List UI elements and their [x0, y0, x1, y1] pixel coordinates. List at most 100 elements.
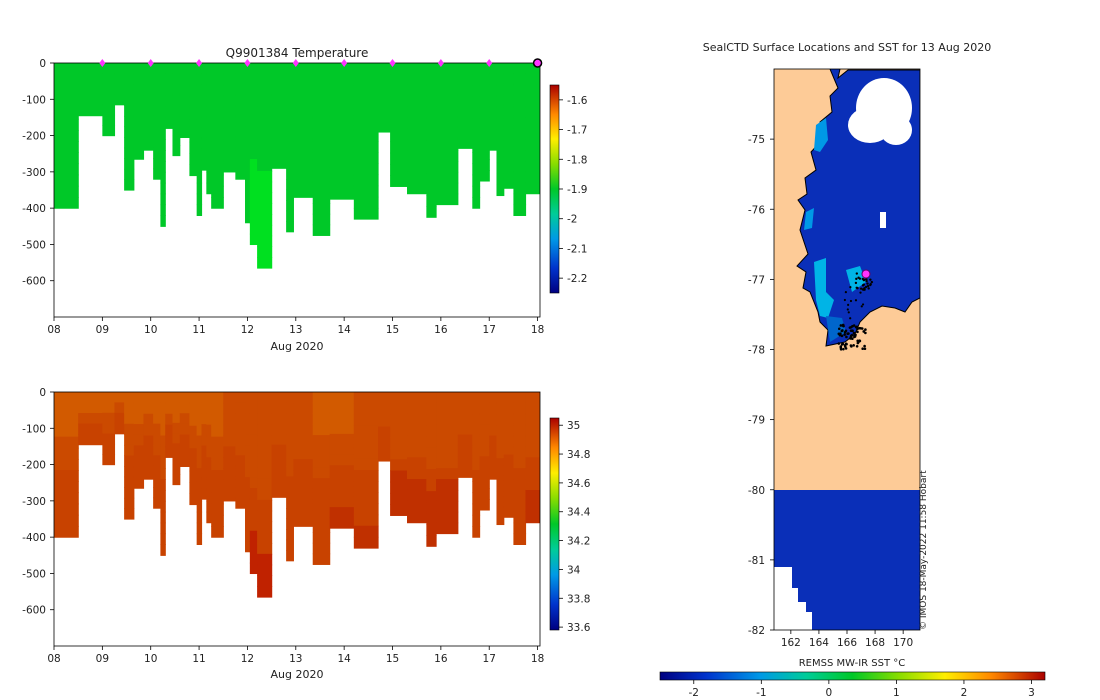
credit-text: © IMOS 18-May-2022 11:58 Hobart [919, 470, 929, 630]
undefined-cell [378, 414, 391, 428]
temperature-cell [513, 95, 527, 108]
surface-location-point [859, 327, 863, 330]
temperature-cell [513, 84, 527, 97]
temperature-cell [286, 189, 294, 201]
temperature-cell [165, 117, 174, 129]
undefined-cell [407, 511, 427, 524]
temperature-cell [353, 129, 379, 142]
undefined-cell [503, 423, 515, 435]
undefined-cell [329, 507, 355, 519]
undefined-cell [257, 456, 273, 469]
temperature-cell [513, 160, 527, 173]
temperature-cell [165, 106, 174, 119]
undefined-cell [472, 514, 481, 527]
undefined-cell [472, 458, 481, 471]
temperature-cell [353, 63, 379, 75]
temperature-cell [378, 97, 391, 110]
surface-location-point [839, 347, 843, 351]
temperature-cell [286, 210, 294, 222]
temperature-cell [496, 173, 505, 186]
temperature-cell [479, 170, 490, 182]
temperature-cell [286, 168, 294, 180]
undefined-cell [206, 446, 212, 458]
temperature-cell [211, 174, 224, 187]
undefined-cell [223, 392, 236, 404]
undefined-cell [153, 476, 161, 488]
temperature-cell [133, 148, 145, 160]
temperature-cell [293, 141, 314, 154]
undefined-cell [286, 550, 294, 562]
undefined-cell [206, 479, 212, 491]
undefined-cell [235, 392, 246, 404]
temperature-cell [245, 169, 251, 181]
undefined-cell [235, 476, 246, 488]
surface-location-point [866, 282, 869, 285]
undefined-cell [293, 481, 314, 494]
temperature-cell [457, 126, 473, 139]
undefined-cell [286, 434, 294, 446]
undefined-cell [235, 497, 246, 509]
temperature-cell [293, 186, 314, 198]
undefined-cell [249, 509, 258, 521]
undefined-cell [223, 489, 236, 502]
temperature-cell [160, 63, 166, 75]
undefined-cell [102, 392, 116, 403]
x-tick-label: 15 [386, 324, 399, 336]
undefined-cell [293, 425, 314, 438]
temperature-cell [257, 257, 273, 269]
undefined-cell [160, 522, 166, 535]
sst-colorbar-tick-label: 3 [1028, 687, 1035, 699]
undefined-cell [172, 443, 181, 455]
undefined-cell [390, 403, 408, 416]
undefined-cell [525, 402, 540, 415]
temperature-cell [245, 63, 251, 75]
temperature-cell [153, 84, 161, 96]
undefined-cell [172, 433, 181, 445]
surface-location-point [843, 344, 847, 347]
undefined-cell [54, 470, 79, 482]
undefined-cell [179, 445, 191, 457]
temperature-cell [489, 84, 498, 97]
undefined-cell [153, 434, 161, 446]
undefined-cell [353, 436, 379, 449]
undefined-cell [211, 392, 224, 404]
lat-tick-label: -79 [748, 415, 765, 427]
undefined-cell [312, 542, 331, 555]
undefined-cell [312, 532, 331, 544]
profile-marker [341, 59, 348, 67]
undefined-cell [286, 413, 294, 425]
temperature-cell [257, 138, 273, 150]
salinity-x-ticks: 08 09 10 11 12 13 14 15 16 17 18 [47, 646, 544, 665]
undefined-cell [378, 392, 391, 405]
undefined-cell [196, 522, 203, 535]
temperature-cell [312, 149, 331, 161]
temperature-cell [257, 73, 273, 86]
undefined-cell [472, 392, 481, 404]
temperature-cell [249, 233, 258, 246]
temperature-cell [114, 73, 125, 85]
undefined-cell [196, 392, 203, 404]
temperature-cell [257, 246, 273, 258]
undefined-cell [124, 423, 135, 435]
temperature-cell [293, 152, 314, 165]
temperature-cell [196, 160, 203, 173]
undefined-cell [312, 413, 331, 425]
temperature-cell [206, 117, 212, 129]
temperature-cell [472, 118, 481, 131]
undefined-cell [503, 444, 515, 456]
undefined-cell [245, 402, 251, 414]
temperature-cell [153, 94, 161, 106]
undefined-cell [378, 426, 391, 439]
temperature-cell [223, 128, 236, 140]
temperature-cell [479, 116, 490, 128]
undefined-cell [353, 414, 379, 427]
undefined-cell [513, 457, 527, 469]
undefined-cell [124, 402, 135, 414]
undefined-cell [211, 447, 224, 460]
surface-location-point [843, 333, 846, 336]
temperature-cell [312, 159, 331, 172]
undefined-cell [525, 424, 540, 437]
undefined-cell [196, 424, 203, 437]
undefined-cell [525, 468, 540, 480]
undefined-cell [143, 435, 154, 448]
